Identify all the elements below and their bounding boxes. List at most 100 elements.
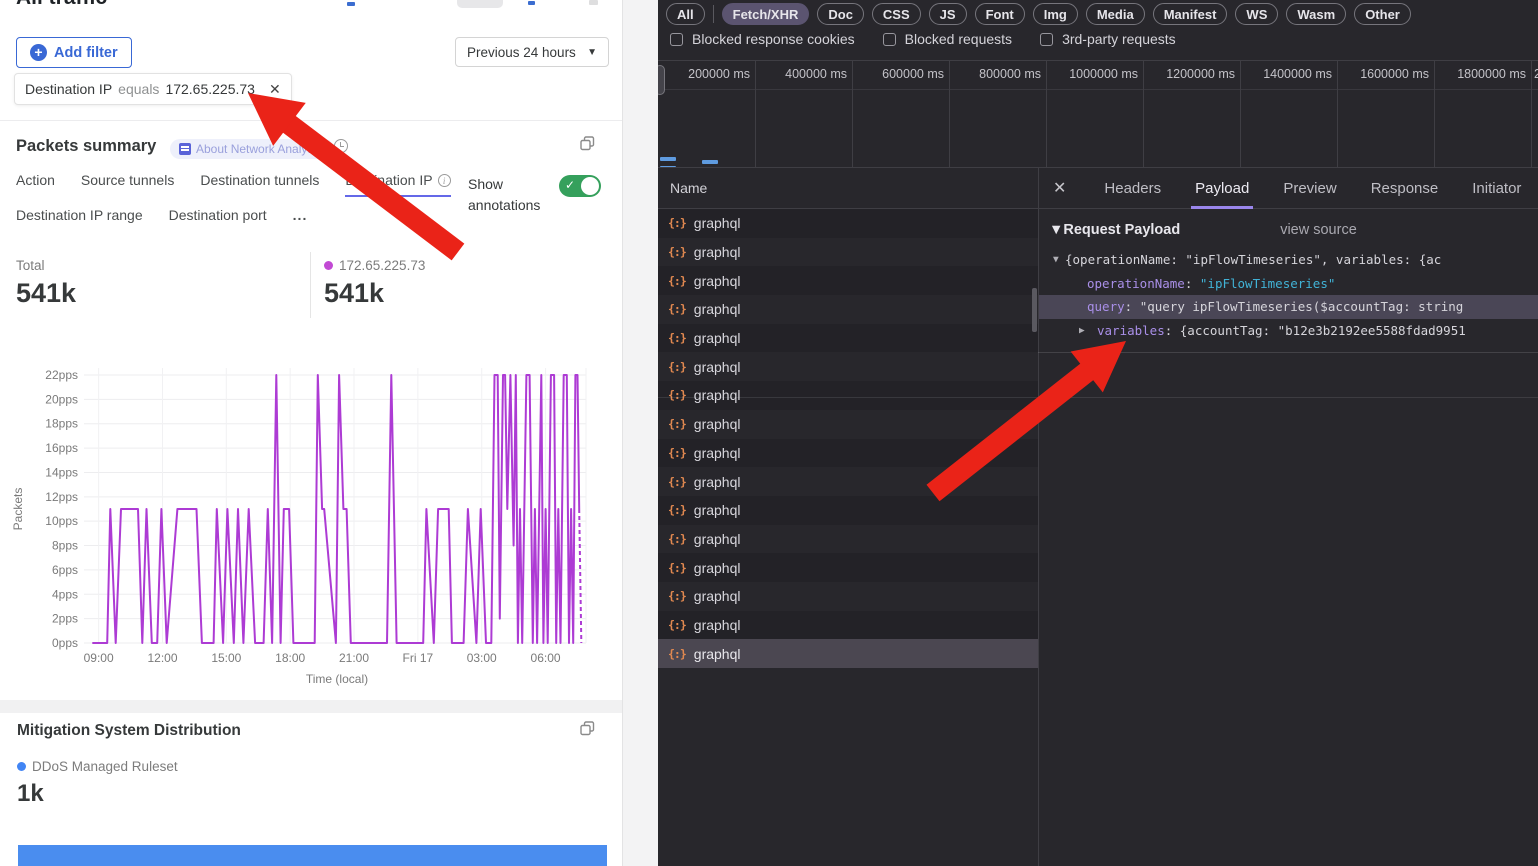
tab-destination-port[interactable]: Destination port: [169, 207, 267, 230]
request-row[interactable]: {:} graphql: [658, 209, 1038, 238]
clipped-control-fragment: [457, 0, 503, 8]
x-axis-tick-label: 12:00: [147, 651, 177, 665]
detail-tab-headers[interactable]: Headers: [1104, 179, 1162, 197]
legend-dot: [17, 762, 26, 771]
tab-destination-ip-range[interactable]: Destination IP range: [16, 207, 143, 230]
filter-pill-font[interactable]: Font: [974, 3, 1025, 25]
stat-divider: [310, 252, 311, 318]
request-row[interactable]: {:} graphql: [658, 410, 1038, 439]
close-detail-icon[interactable]: ✕: [1053, 180, 1067, 197]
checkbox-blocked-response-cookies[interactable]: Blocked response cookies: [670, 31, 855, 47]
request-row[interactable]: {:} graphql: [658, 438, 1038, 468]
tab-destination-tunnels[interactable]: Destination tunnels: [200, 172, 319, 195]
expand-triangle-icon[interactable]: ▶: [1079, 324, 1085, 336]
x-axis-tick-label: 09:00: [84, 651, 114, 665]
plus-circle-icon: +: [30, 44, 47, 61]
payload-segment-plain: {operationName: "ipFlowTimeseries", vari…: [1065, 252, 1442, 267]
payload-line-text: variables: {accountTag: "b12e3b2192ee558…: [1039, 319, 1466, 343]
payload-line[interactable]: ▼ {operationName: "ipFlowTimeseries", var…: [1039, 248, 1538, 272]
clipped-control-fragment: [589, 0, 598, 5]
network-overview-timeline[interactable]: 200000 ms 400000 ms 600000 ms 800000 ms 1000…: [658, 60, 1538, 168]
payload-segment-key: operationName: [1087, 275, 1185, 291]
y-axis-tick-label: 12pps: [45, 490, 78, 504]
payload-line[interactable]: ▶ variables: {accountTag: "b12e3b2192ee55…: [1039, 319, 1538, 343]
requests-scrollbar-thumb[interactable]: [1032, 288, 1037, 332]
view-source-link[interactable]: view source: [1280, 222, 1357, 238]
y-axis-tick-label: 8pps: [52, 539, 78, 553]
detail-tab-response[interactable]: Response: [1370, 179, 1439, 197]
filter-chip[interactable]: Destination IP equals 172.65.225.73 ✕: [14, 73, 292, 105]
filter-pill-other[interactable]: Other: [1354, 3, 1411, 25]
request-name: graphql: [693, 215, 741, 232]
filter-pill-wasm[interactable]: Wasm: [1286, 3, 1347, 25]
detail-tab-bar: ✕ Headers Payload Preview Response Initiator: [1039, 168, 1538, 209]
stat-value: 541k: [16, 278, 77, 308]
filter-pill-ws[interactable]: WS: [1235, 3, 1279, 25]
request-name: graphql: [693, 645, 741, 662]
stat-label: Total: [16, 258, 45, 273]
json-request-icon: {:}: [668, 646, 687, 661]
filter-pill-manifest[interactable]: Manifest: [1152, 3, 1228, 25]
packets-tabs-row-1: Action Source tunnels Destination tunnels D…: [16, 172, 451, 197]
request-row[interactable]: {:} graphql: [658, 553, 1038, 582]
request-row[interactable]: {:} graphql: [658, 323, 1038, 353]
request-row[interactable]: {:} graphql: [658, 610, 1038, 640]
collapse-triangle-icon[interactable]: ▼: [1053, 254, 1059, 265]
request-row[interactable]: {:} graphql: [658, 295, 1038, 324]
timeline-gridline: [1240, 61, 1241, 167]
tab-source-tunnels[interactable]: Source tunnels: [81, 172, 174, 195]
close-icon[interactable]: ✕: [268, 80, 281, 97]
stat-destination-ip: 172.65.225.73 541k: [324, 257, 425, 309]
show-annotations-toggle[interactable]: ✓: [559, 175, 601, 197]
payload-line[interactable]: query: "query ipFlowTimeseries($accountT…: [1039, 295, 1538, 319]
timeline-gridline: [1531, 61, 1532, 167]
request-name: graphql: [693, 588, 741, 605]
timeline-time-label: 800000 ms: [979, 67, 1041, 81]
request-row[interactable]: {:} graphql: [658, 381, 1038, 410]
tab-[interactable]: ...: [293, 207, 308, 230]
request-row[interactable]: {:} graphql: [658, 639, 1038, 668]
tab-label: Destination IP: [345, 172, 433, 188]
name-column-header[interactable]: Name: [658, 168, 1038, 209]
filter-pill-doc[interactable]: Doc: [817, 3, 864, 25]
filter-pill-js[interactable]: JS: [928, 3, 967, 25]
y-axis-tick-label: 10pps: [45, 514, 78, 528]
detail-tab-preview[interactable]: Preview: [1283, 179, 1337, 197]
filter-pill-fetch-xhr[interactable]: Fetch/XHR: [721, 3, 810, 25]
show-annotations-label: Show annotations: [468, 176, 541, 213]
filter-pill-img[interactable]: Img: [1032, 3, 1078, 25]
json-request-icon: {:}: [668, 359, 687, 374]
filter-pill-css[interactable]: CSS: [871, 3, 921, 25]
request-row[interactable]: {:} graphql: [658, 238, 1038, 267]
payload-segment-plain: : "query ipFlowTimeseries($accountTag: s…: [1124, 299, 1464, 314]
request-row[interactable]: {:} graphql: [658, 266, 1038, 296]
filter-pill-all[interactable]: All: [666, 3, 705, 25]
copy-icon[interactable]: [580, 136, 595, 151]
detail-tab-payload[interactable]: Payload: [1191, 168, 1254, 209]
request-name: graphql: [693, 502, 741, 519]
payload-json-tree[interactable]: ▼ {operationName: "ipFlowTimeseries", var…: [1039, 248, 1538, 342]
request-row[interactable]: {:} graphql: [658, 582, 1038, 611]
time-range-dropdown[interactable]: Previous 24 hours ▼: [455, 37, 609, 67]
filter-pill-media[interactable]: Media: [1085, 3, 1145, 25]
copy-icon[interactable]: [580, 721, 595, 736]
request-row[interactable]: {:} graphql: [658, 352, 1038, 381]
checkbox-blocked-requests[interactable]: Blocked requests: [882, 31, 1012, 47]
tab-action[interactable]: Action: [16, 172, 55, 195]
about-network-analytics-badge[interactable]: About Network Analytics: [170, 139, 335, 159]
add-filter-button[interactable]: + Add filter: [16, 37, 132, 68]
request-row[interactable]: {:} graphql: [658, 495, 1038, 525]
request-payload-section-toggle[interactable]: ▼Request Payload: [1049, 222, 1181, 238]
packets-timeseries-chart[interactable]: 0pps 2pps 4pps 6pps 8pps 10pps 12pps 14pps 16pps…: [0, 338, 622, 698]
request-row[interactable]: {:} graphql: [658, 467, 1038, 496]
request-row[interactable]: {:} graphql: [658, 525, 1038, 554]
y-axis-tick-label: 2pps: [52, 612, 78, 626]
x-axis-tick-label: 15:00: [211, 651, 241, 665]
request-name: graphql: [693, 301, 741, 318]
json-request-icon: {:}: [668, 560, 687, 575]
checkbox-3rd-party-requests[interactable]: 3rd-party requests: [1040, 31, 1176, 47]
detail-tab-initiator[interactable]: Initiator: [1472, 179, 1522, 197]
tab-destination-ip[interactable]: Destination IP i: [345, 172, 451, 197]
payload-line[interactable]: operationName: "ipFlowTimeseries": [1039, 272, 1538, 296]
timeline-drag-handle[interactable]: [658, 65, 665, 95]
